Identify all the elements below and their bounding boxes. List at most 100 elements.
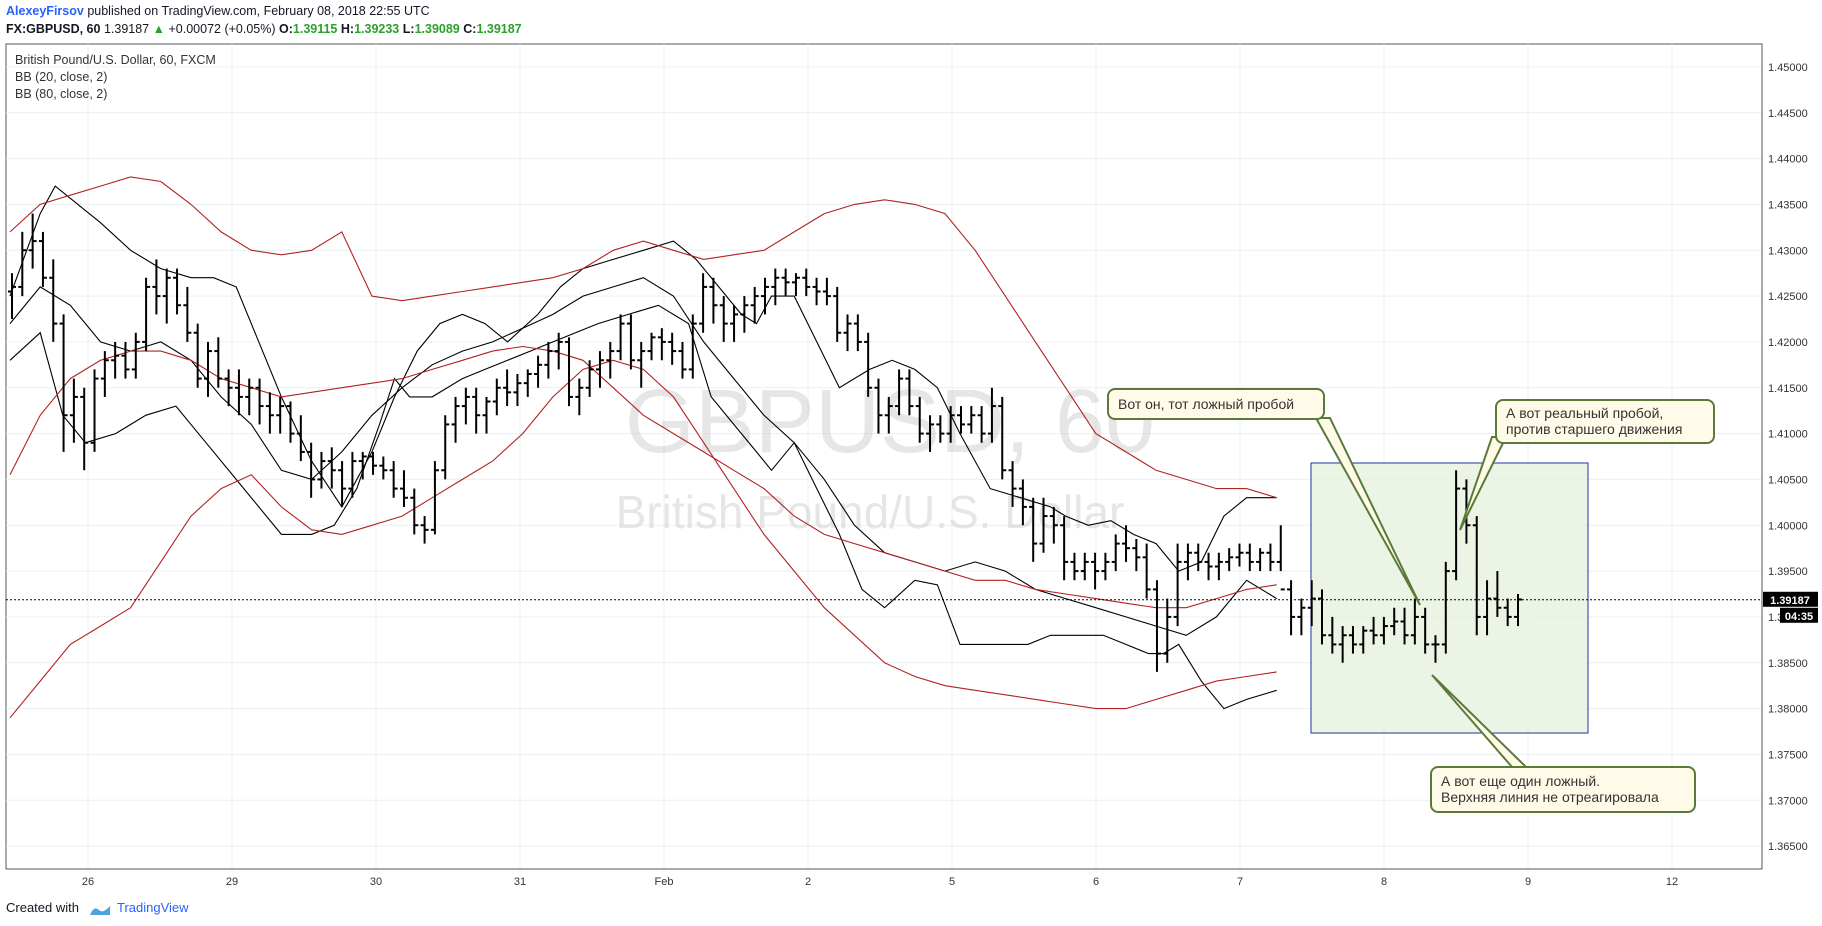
ohlc-bar [1173,543,1182,627]
ohlc-bar [977,406,986,443]
ohlc-bar [348,451,357,498]
ohlc-bar [523,369,532,397]
ohlc-bar [1060,516,1069,581]
ohlc-bar [864,332,873,397]
ohlc-bar [998,396,1007,480]
ohlc-bar [131,332,140,379]
ohlc-bar [616,314,625,361]
ohlc-bar [1091,552,1100,590]
ohlc-bar [482,396,491,434]
time-axis[interactable]: 26 29 30 31 Feb 2 5 6 7 8 9 12 [6,868,1762,888]
ohlc-bar [1049,506,1058,544]
ohlc-bar [1245,543,1254,572]
low-label: L: [402,22,415,36]
bollinger-bands [9,176,1277,719]
price-tick-label: 1.43500 [1768,199,1808,211]
ohlc-bar [585,360,594,397]
low-value: 1.39089 [414,22,460,36]
ohlc-bar [1039,497,1048,553]
ohlc-bar [1307,580,1316,627]
countdown-value: 04:35 [1785,611,1813,623]
ohlc-bar [1338,626,1347,663]
ohlc-bar [1225,548,1234,572]
band-bb-80-close-2-lower [9,359,1277,719]
ohlc-bar [791,273,800,297]
ohlc-bar [853,314,862,352]
ohlc-bar [843,314,852,352]
ohlc-bar [915,396,924,443]
time-tick-label: 6 [1093,876,1099,888]
ohlc-bar [111,341,120,379]
ohlc-bar [668,332,677,365]
ohlc-bar [544,341,553,379]
callout-false-breakout-2[interactable]: А вот еще один ложный. Верхняя линия не … [1430,674,1696,813]
ohlc-bar [317,451,326,489]
ohlc-bar [255,378,264,425]
ohlc-bar [750,286,759,324]
ohlc-bar [688,314,697,379]
legend-bb20: BB (20, close, 2) [15,70,107,84]
tradingview-logo-icon[interactable] [89,903,111,915]
ohlc-bar [534,355,543,388]
ohlc-bar [276,396,285,434]
ohlc-bar [1441,561,1450,654]
ohlc-bar [771,268,780,306]
ohlc-bar [554,332,563,370]
ohlc-bar [1142,543,1151,599]
ohlc-bar [1256,548,1265,572]
symbol-label: FX:GBPUSD, 60 [6,22,101,36]
tradingview-link[interactable]: TradingView [117,900,189,915]
ohlc-bar [1348,626,1357,654]
ohlc-bar [606,341,615,379]
ohlc-bar [1369,616,1378,645]
author-name[interactable]: AlexeyFirsov [6,4,84,18]
ohlc-bar [987,387,996,443]
price-tick-label: 1.43000 [1768,245,1808,257]
ohlc-bar [1400,607,1409,645]
ohlc-bar [1111,534,1120,572]
ohlc-bar [833,286,842,342]
ohlc-bar [1008,461,1017,507]
high-label: H: [340,22,355,36]
ohlc-bar [1483,580,1492,636]
ohlc-bar [1276,525,1285,591]
grid-lines [6,44,1762,869]
ohlc-bar [730,305,739,342]
price-tick-label: 1.39500 [1768,566,1808,578]
ohlc-bar [781,268,790,297]
price-axis[interactable]: 1.45000 1.44500 1.44000 1.43500 1.43000 1.425… [1768,62,1808,853]
ohlc-bar [1297,598,1306,636]
time-tick-label: 2 [805,876,811,888]
ohlc-bar [173,268,182,315]
ohlc-bar [1472,516,1481,636]
close-value: 1.39187 [476,22,522,36]
ohlc-bar [637,341,646,388]
ohlc-bar [699,273,708,333]
ohlc-bar [946,406,955,443]
price-tick-label: 1.37500 [1768,749,1808,761]
legend-title: British Pound/U.S. Dollar, 60, FXCM [15,53,216,67]
ohlc-bar [420,516,429,544]
ohlc-bar [1328,616,1337,654]
highlight-rectangle[interactable] [1310,462,1589,734]
price-tick-label: 1.44000 [1768,154,1808,166]
ohlc-bar [162,268,171,324]
callout-real-breakout[interactable]: А вот реальный пробой, против старшего д… [1459,399,1715,531]
ohlc-bar [1421,607,1430,654]
ohlc-bar [389,461,398,498]
ohlc-bar [595,351,604,388]
up-arrow-icon: ▲ [152,22,165,36]
callout-text: Вот он, тот ложный пробой [1118,396,1294,412]
ohlc-bar [69,378,78,443]
ohlc-bar [472,387,481,434]
high-value: 1.39233 [354,22,400,36]
callout-false-breakout-1[interactable]: Вот он, тот ложный пробой [1107,388,1421,606]
time-tick-label: 7 [1237,876,1243,888]
ohlc-bar [936,415,945,443]
ohlc-bar [80,387,89,471]
ohlc-bar [90,369,99,452]
published-text: published on TradingView.com, February 0… [87,4,430,18]
ohlc-bar [1214,552,1223,581]
callout-text-line2: Верхняя линия не отреагировала [1441,789,1659,805]
